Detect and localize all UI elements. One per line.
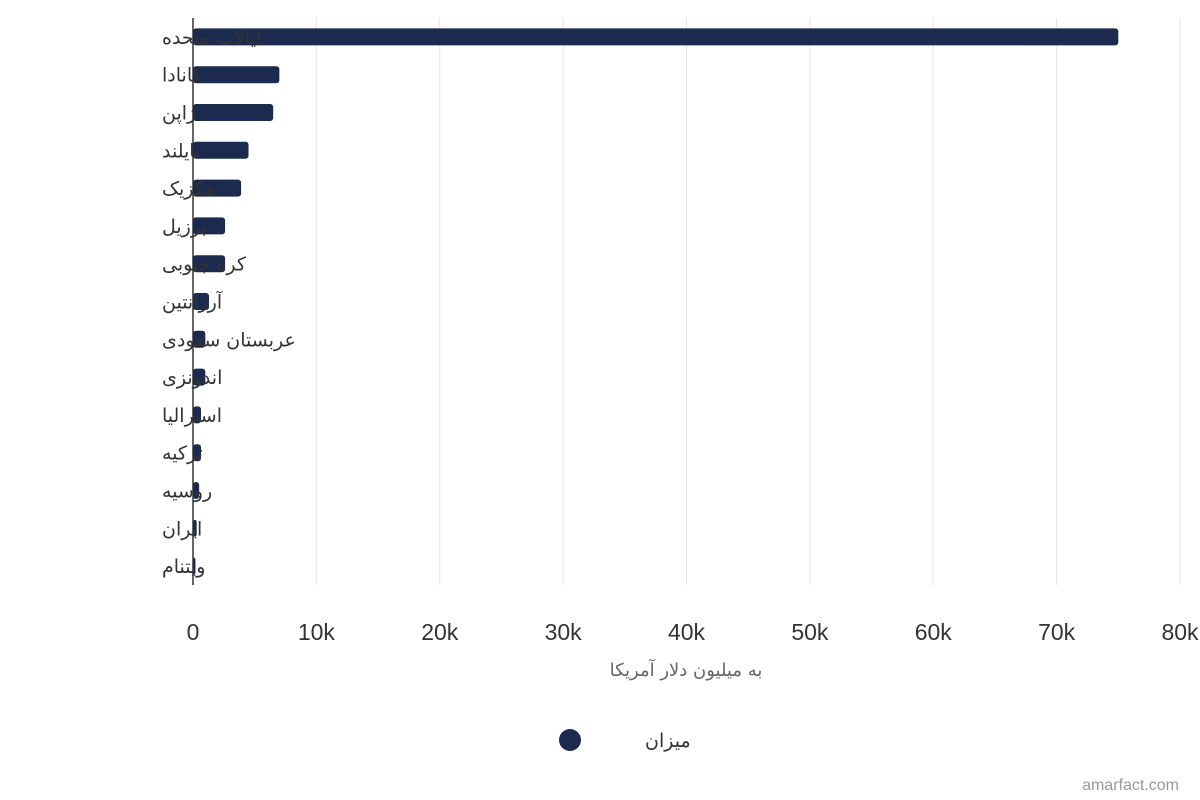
bar[interactable] [193,141,249,159]
x-tick-label: 60k [915,619,953,645]
bar[interactable] [193,368,206,386]
bar[interactable] [193,557,196,575]
bar[interactable] [193,293,210,310]
grid-lines [192,18,1181,585]
category-label: عربستان سعودی [162,329,296,351]
x-axis-title: به میلیون دلار آمریکا [610,658,763,681]
bar[interactable] [193,28,1119,46]
bar[interactable] [193,519,197,537]
credit-label[interactable]: amarfact.com [1082,777,1179,794]
category-label: ژاپن [162,103,196,125]
category-label: کانادا [162,65,203,87]
bar[interactable] [193,66,280,84]
category-label: تایلند [162,140,200,162]
category-label: ایران [162,518,202,540]
bar[interactable] [193,482,200,499]
category-label: مکزیک [162,178,215,200]
legend[interactable]: میزان [559,729,691,752]
bar[interactable] [193,104,274,121]
x-tick-label: 70k [1038,619,1076,645]
bar[interactable] [193,217,226,235]
bar[interactable] [193,444,202,462]
x-tick-label: 10k [298,619,336,645]
x-axis-ticks: 0 10k 20k 30k 40k 50k 60k 70k 80k [187,619,1199,645]
bars [193,28,1119,575]
category-labels: ایالات متحده کانادا ژاپن تایلند مکزیک برزیل کر… [162,27,296,578]
x-tick-label: 40k [668,619,706,645]
category-label: ایالات متحده [162,27,261,49]
bar[interactable] [193,406,202,424]
category-label: ویتنام [162,556,205,578]
category-label: ترکیه [162,443,203,465]
legend-item-label: میزان [645,730,691,752]
legend-swatch [559,729,581,751]
bar[interactable] [193,255,226,273]
x-tick-label: 0 [187,619,200,645]
category-label: کره جنوبی [162,254,247,276]
category-label: برزیل [162,216,207,238]
x-tick-label: 20k [421,619,459,645]
category-label: استرالیا [162,405,222,427]
category-label: روسیه [162,481,212,503]
x-tick-label: 30k [545,619,583,645]
x-tick-label: 80k [1161,619,1199,645]
bar[interactable] [193,179,242,197]
category-label: آرژانتین [162,290,223,314]
x-tick-label: 50k [791,619,829,645]
bar[interactable] [193,330,206,348]
category-label: اندونزی [162,367,222,389]
